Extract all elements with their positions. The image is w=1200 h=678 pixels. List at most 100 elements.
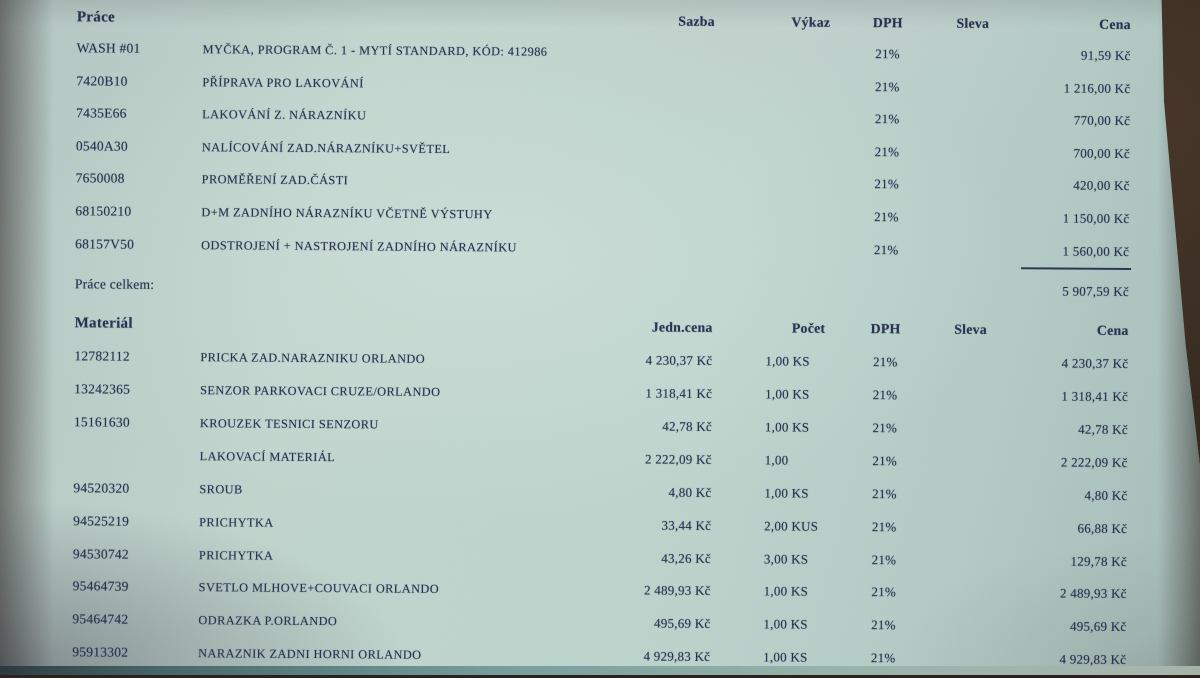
labor-item-vat: 21%: [875, 46, 900, 62]
material-item-unit-price: 4,80 Kč: [668, 484, 712, 500]
material-item-code: 13242365: [74, 381, 131, 397]
material-item-code: 95913302: [72, 644, 129, 660]
material-item-description: KROUZEK TESNICI SENZORU: [199, 416, 379, 432]
material-item-qty: 1,00 KS: [765, 353, 810, 369]
labor-item-description: MYČKA, PROGRAM Č. 1 - MYTÍ STANDARD, KÓD…: [202, 42, 548, 59]
labor-item-price: 1 150,00 Kč: [1062, 210, 1130, 226]
material-item-description: PRICHYTKA: [199, 514, 274, 530]
labor-item-code: 7435E66: [76, 105, 127, 121]
labor-rows: WASH #01 MYČKA, PROGRAM Č. 1 - MYTÍ STAN…: [0, 32, 1200, 269]
labor-item-code: 0540A30: [75, 138, 128, 154]
column-header-price: Cena: [1096, 322, 1129, 339]
labor-item-price: 700,00 Kč: [1073, 145, 1130, 161]
material-item-vat: 21%: [871, 584, 897, 600]
labor-item-code: 68157V50: [75, 235, 135, 252]
material-item-vat: 21%: [872, 452, 897, 469]
material-section-title: Materiál: [74, 315, 133, 332]
labor-item-vat: 21%: [874, 176, 900, 192]
material-item-unit-price: 2 222,09 Kč: [644, 451, 712, 467]
column-header-qty: Počet: [791, 320, 826, 336]
material-item-vat: 21%: [871, 551, 897, 567]
material-item-description: LAKOVACÍ MATERIÁL: [199, 449, 336, 465]
material-item-price: 4 230,37 Kč: [1061, 355, 1129, 372]
material-item-price: 66,88 Kč: [1077, 520, 1128, 536]
column-header-unit-price: Jedn.cena: [651, 319, 713, 336]
labor-item-description: NALÍCOVÁNÍ ZAD.NÁRAZNÍKU+SVĚTEL: [201, 139, 451, 156]
material-item-price: 4 929,83 Kč: [1059, 651, 1127, 668]
material-item-unit-price: 1 318,41 Kč: [645, 385, 713, 401]
material-item-price: 1 318,41 Kč: [1061, 388, 1129, 405]
column-header-rate: Sazba: [678, 13, 715, 29]
material-item-description: PRICHYTKA: [198, 547, 274, 563]
labor-item-vat: 21%: [874, 111, 900, 127]
material-item-code: 15161630: [73, 414, 130, 430]
column-header-vat: DPH: [872, 15, 903, 31]
material-item-unit-price: 4 929,83 Kč: [643, 648, 711, 665]
material-item-vat: 21%: [872, 420, 898, 436]
material-item-vat: 21%: [870, 650, 896, 666]
labor-item-description: ODSTROJENÍ + NASTROJENÍ ZADNÍHO NÁRAZNÍK…: [201, 237, 517, 255]
column-header-vat: DPH: [870, 321, 901, 337]
material-item-price: 2 489,93 Kč: [1059, 585, 1127, 602]
material-item-price: 2 222,09 Kč: [1060, 454, 1128, 470]
material-item-code: 95464739: [72, 578, 129, 595]
material-item-vat: 21%: [873, 354, 898, 370]
material-item-unit-price: 43,26 Kč: [661, 550, 711, 566]
material-item-unit-price: 495,69 Kč: [653, 615, 711, 632]
material-item-unit-price: 2 489,93 Kč: [643, 582, 711, 599]
labor-item-price: 770,00 Kč: [1073, 112, 1131, 129]
labor-item-description: PŘÍPRAVA PRO LAKOVÁNÍ: [202, 74, 364, 90]
labor-total-value: 5 907,59 Kč: [1062, 283, 1129, 300]
material-item-qty: 3,00 KS: [763, 550, 809, 567]
material-item-code: 94530742: [72, 545, 129, 562]
labor-item-code: WASH #01: [76, 40, 141, 56]
labor-item-price: 1 560,00 Kč: [1062, 243, 1130, 259]
material-item-code: 94525219: [73, 512, 130, 529]
column-header-report: Výkaz: [791, 14, 831, 30]
material-item-qty: 1,00 KS: [765, 386, 810, 402]
material-item-qty: 1,00 KS: [764, 485, 809, 501]
column-header-price: Cena: [1099, 16, 1131, 32]
material-item-price: 4,80 Kč: [1084, 487, 1128, 503]
labor-item-description: LAKOVÁNÍ Z. NÁRAZNÍKU: [202, 107, 367, 123]
material-item-qty: 1,00 KS: [763, 583, 809, 600]
material-item-description: NARAZNIK ZADNI HORNI ORLANDO: [198, 646, 422, 662]
material-item-qty: 1,00 KS: [763, 649, 808, 665]
material-rows: 12782112 PRICKA ZAD.NARAZNIKU ORLANDO 4 …: [0, 340, 1197, 675]
labor-item-price: 1 216,00 Kč: [1063, 80, 1131, 96]
labor-section-title: Práce: [76, 9, 116, 26]
material-item-unit-price: 33,44 Kč: [661, 517, 712, 533]
material-item-qty: 1,00 KS: [764, 419, 810, 435]
material-item-unit-price: 42,78 Kč: [662, 418, 712, 434]
material-item-code: 94520320: [73, 479, 130, 496]
material-item-price: 129,78 Kč: [1070, 553, 1127, 569]
labor-item-code: 68150210: [75, 203, 132, 219]
labor-item-code: 7420B10: [76, 72, 128, 89]
material-item-description: ODRAZKA P.ORLANDO: [198, 613, 338, 629]
labor-item-price: 91,59 Kč: [1080, 47, 1131, 63]
material-item-code: 95464742: [72, 611, 129, 627]
material-item-vat: 21%: [872, 387, 898, 403]
labor-item-vat: 21%: [874, 143, 900, 160]
material-item-vat: 21%: [871, 518, 897, 534]
labor-item-description: PROMĚŘENÍ ZAD.ČÁSTI: [201, 172, 349, 188]
material-item-qty: 1,00 KS: [763, 616, 808, 632]
labor-total-label: Práce celkem:: [74, 276, 155, 293]
material-item-description: PRICKA ZAD.NARAZNIKU ORLANDO: [200, 350, 426, 366]
labor-item-description: D+M ZADNÍHO NÁRAZNÍKU VČETNĚ VÝSTUHY: [201, 205, 493, 222]
material-item-price: 42,78 Kč: [1078, 421, 1128, 437]
material-item-qty: 1,00: [764, 452, 789, 468]
material-item-description: SENZOR PARKOVACI CRUZE/ORLANDO: [200, 383, 441, 399]
labor-item-vat: 21%: [875, 78, 900, 94]
labor-item-vat: 21%: [874, 209, 899, 225]
labor-item-vat: 21%: [873, 241, 899, 257]
material-item-code: 12782112: [74, 348, 130, 364]
labor-item-code: 7650008: [75, 170, 125, 187]
material-item-vat: 21%: [872, 485, 897, 502]
material-item-description: SVETLO MLHOVE+COUVACI ORLANDO: [198, 580, 440, 597]
material-item-description: SROUB: [199, 481, 243, 497]
material-item-vat: 21%: [871, 617, 896, 633]
